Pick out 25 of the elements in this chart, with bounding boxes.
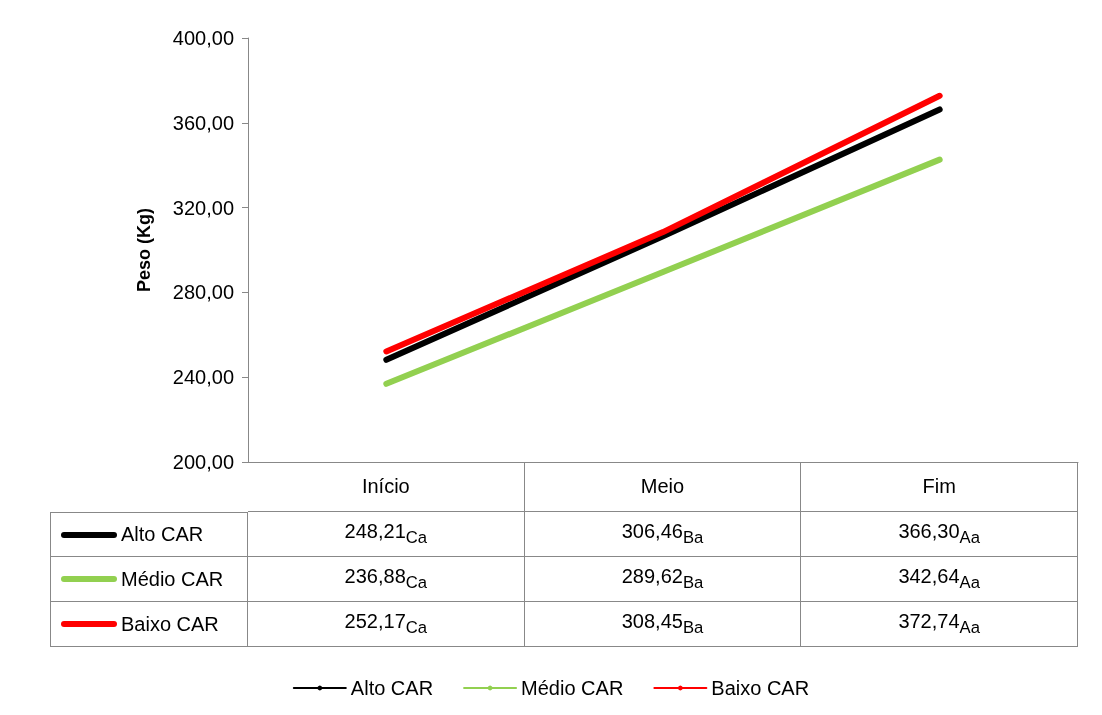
text: Alto CAR bbox=[350, 677, 434, 699]
x-tick-label: Meio bbox=[524, 462, 802, 512]
y-tick-label: 360,00 bbox=[172, 111, 234, 134]
data-label: 366,30$_{Aa}$ bbox=[898, 520, 980, 548]
data-label: 252,17$_{Ca}$ bbox=[344, 610, 428, 638]
legend-label: Alto CAR bbox=[121, 523, 204, 546]
y-tick-label: 200,00 bbox=[172, 451, 234, 473]
x-tick-label: Início bbox=[248, 462, 525, 512]
y-tick-label: 400,00 bbox=[172, 27, 234, 49]
y-tick-label: 240,00 bbox=[172, 366, 234, 389]
data-label: 289,62$_{Ba}$ bbox=[621, 565, 704, 593]
data-label: 248,21$_{Ca}$ bbox=[344, 520, 428, 548]
x-tick-label: Fim bbox=[801, 462, 1078, 512]
y-axis-title: Peso (Kg) bbox=[134, 207, 154, 293]
y-tick-label: 280,00 bbox=[172, 281, 234, 304]
data-label: 306,46$_{Ba}$ bbox=[621, 520, 704, 548]
y-tick-label: 320,00 bbox=[172, 196, 234, 219]
data-label: 372,74$_{Aa}$ bbox=[898, 610, 980, 638]
data-label: 342,64$_{Aa}$ bbox=[898, 565, 980, 593]
data-label: 236,88$_{Ca}$ bbox=[344, 565, 428, 593]
legend-label: Médio CAR bbox=[121, 567, 224, 591]
text: Médio CAR bbox=[521, 677, 624, 699]
text: Baixo CAR bbox=[711, 677, 810, 699]
legend-label: Baixo CAR bbox=[121, 612, 219, 636]
data-label: 308,45$_{Ba}$ bbox=[621, 610, 704, 638]
